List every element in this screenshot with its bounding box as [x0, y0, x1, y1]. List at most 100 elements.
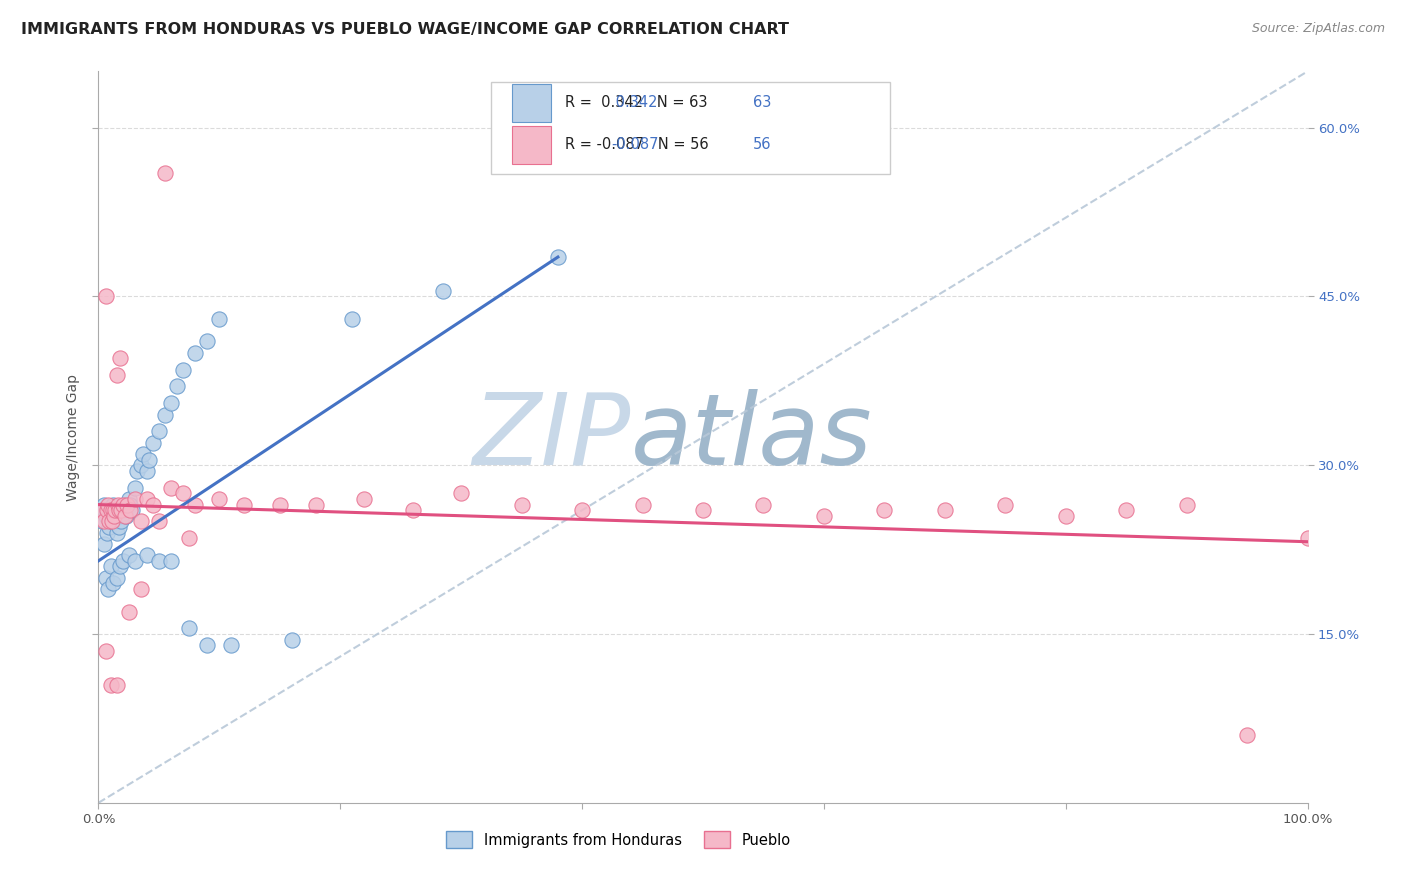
Point [96, 503, 118, 517]
Point [98, 515, 121, 529]
Point [1115, 503, 1137, 517]
Point [135, 464, 157, 478]
Point [100, 515, 122, 529]
Point [1296, 532, 1319, 546]
Text: ZIP: ZIP [472, 389, 630, 485]
Point [104, 508, 127, 523]
Point [93, 515, 115, 529]
Point [100, 515, 122, 529]
Point [994, 498, 1017, 512]
Point [94, 508, 117, 523]
Point [153, 408, 176, 422]
Point [221, 638, 243, 652]
Point [118, 503, 141, 517]
Point [96, 503, 118, 517]
Point [118, 498, 141, 512]
Point [121, 503, 143, 517]
Point [105, 678, 128, 692]
Point [104, 503, 127, 517]
Point [94, 571, 117, 585]
Point [100, 503, 122, 517]
Point [114, 498, 136, 512]
Point [110, 503, 132, 517]
Point [101, 503, 124, 517]
Point [179, 621, 201, 635]
Point [631, 498, 654, 512]
Point [103, 508, 125, 523]
Point [129, 458, 152, 473]
Point [281, 632, 304, 647]
Bar [512, 84, 551, 121]
Point [353, 491, 375, 506]
Point [105, 503, 128, 517]
Point [101, 498, 124, 512]
Point [402, 503, 425, 517]
Text: Source: ZipAtlas.com: Source: ZipAtlas.com [1251, 22, 1385, 36]
Point [124, 491, 146, 506]
Point [105, 368, 128, 383]
Point [571, 503, 593, 517]
Point [98, 508, 121, 523]
Point [96, 525, 118, 540]
Point [160, 396, 183, 410]
Point [91, 503, 114, 517]
Point [110, 515, 132, 529]
Point [184, 345, 207, 359]
Text: -0.087: -0.087 [612, 137, 658, 153]
Point [132, 447, 155, 461]
Point [129, 515, 152, 529]
Point [305, 498, 328, 512]
Text: atlas: atlas [630, 389, 872, 485]
Text: 56: 56 [752, 137, 770, 153]
Point [91, 515, 114, 529]
Text: 63: 63 [752, 95, 770, 110]
Point [101, 515, 124, 529]
Point [114, 508, 136, 523]
Point [108, 351, 131, 366]
Bar [512, 126, 551, 163]
Point [813, 508, 835, 523]
Point [166, 379, 188, 393]
Point [101, 576, 124, 591]
Point [148, 425, 170, 439]
Point [124, 481, 146, 495]
FancyBboxPatch shape [492, 82, 890, 174]
Point [107, 498, 129, 512]
Point [142, 435, 165, 450]
Point [184, 498, 207, 512]
Point [172, 362, 194, 376]
Point [195, 638, 218, 652]
Point [93, 537, 115, 551]
Point [107, 515, 129, 529]
Text: R =  0.342   N = 63: R = 0.342 N = 63 [565, 95, 707, 110]
Point [1054, 508, 1077, 523]
Point [148, 515, 170, 529]
Point [153, 166, 176, 180]
Point [108, 559, 131, 574]
Point [129, 582, 152, 596]
Point [450, 486, 472, 500]
Point [195, 334, 218, 349]
Point [103, 508, 125, 523]
Text: 0.342: 0.342 [612, 95, 658, 110]
Point [97, 498, 120, 512]
Point [1236, 728, 1258, 742]
Legend: Immigrants from Honduras, Pueblo: Immigrants from Honduras, Pueblo [440, 825, 797, 854]
Point [208, 491, 231, 506]
Point [100, 503, 122, 517]
Point [105, 571, 128, 585]
Point [111, 503, 134, 517]
Point [97, 503, 120, 517]
Point [118, 605, 141, 619]
Point [94, 644, 117, 658]
Point [100, 508, 122, 523]
Point [232, 498, 254, 512]
Point [510, 498, 533, 512]
Point [93, 503, 115, 517]
Y-axis label: Wage/Income Gap: Wage/Income Gap [66, 374, 80, 500]
Point [100, 678, 122, 692]
Text: IMMIGRANTS FROM HONDURAS VS PUEBLO WAGE/INCOME GAP CORRELATION CHART: IMMIGRANTS FROM HONDURAS VS PUEBLO WAGE/… [21, 22, 789, 37]
Point [179, 532, 201, 546]
Point [105, 525, 128, 540]
Point [135, 548, 157, 562]
